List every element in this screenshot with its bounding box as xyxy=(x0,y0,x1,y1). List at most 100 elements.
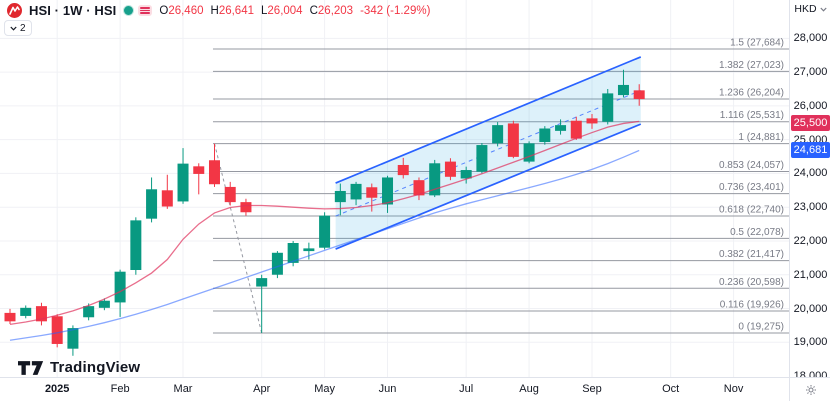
time-axis-label: Sep xyxy=(582,383,602,395)
candle xyxy=(334,183,346,216)
indicators-collapse-button[interactable]: 2 xyxy=(4,20,32,36)
fib-level-label: 0.236 (20,598) xyxy=(719,277,784,288)
time-axis-label: Jun xyxy=(378,383,397,395)
candle xyxy=(146,177,158,223)
indicator-count: 2 xyxy=(20,22,26,34)
axis-corner xyxy=(789,377,830,401)
high-label: H xyxy=(210,4,219,17)
ma-fast-red xyxy=(9,120,640,326)
fib-level-label: 0.5 (22,078) xyxy=(730,227,784,238)
time-axis-label: Nov xyxy=(723,383,744,395)
candle xyxy=(67,325,79,356)
price-axis-label: 19,000 xyxy=(793,336,828,349)
candle xyxy=(633,84,645,106)
candle xyxy=(224,181,236,206)
open-label: O xyxy=(159,4,169,17)
candle xyxy=(240,198,252,216)
candle xyxy=(444,158,456,181)
candle xyxy=(83,303,95,321)
channel-top-border[interactable] xyxy=(335,56,642,184)
gear-icon[interactable] xyxy=(805,384,817,396)
chevron-down-icon xyxy=(819,7,827,12)
candle xyxy=(570,116,582,140)
symbol-header: HSI · 1W · HSI O 26,460 H 26,641 L 26,004 C 26,… xyxy=(7,3,430,18)
price-badge: 24,681 xyxy=(791,142,830,159)
trend-channel-fill xyxy=(335,56,641,250)
candle xyxy=(413,177,425,201)
fib-level-label: 0.853 (24,057) xyxy=(719,160,784,171)
fib-level-label: 1.236 (26,204) xyxy=(719,87,784,98)
change-value: -342 (-1.29%) xyxy=(360,4,431,17)
chart-canvas[interactable]: 1.5 (27,684) 1.382 (27,023) 1.236 (26,204)… xyxy=(0,0,789,377)
candle xyxy=(366,183,378,212)
chevron-down-icon xyxy=(10,26,17,31)
time-axis-label: May xyxy=(314,383,335,395)
fib-level-label: 1.116 (25,531) xyxy=(720,110,784,121)
price-axis-label: 24,000 xyxy=(793,167,828,180)
candle xyxy=(193,163,205,195)
fib-tool-icon[interactable] xyxy=(138,5,153,16)
currency-selector[interactable]: HKD xyxy=(790,3,830,15)
candle xyxy=(492,122,504,147)
candle xyxy=(98,298,110,311)
hangseng-mark-icon xyxy=(9,6,20,15)
fib-baseline-dashed xyxy=(214,143,263,334)
time-axis-label: Mar xyxy=(173,383,193,395)
fib-level-label: 1.5 (27,684) xyxy=(730,38,784,49)
candle xyxy=(319,212,331,250)
price-axis[interactable]: HKD 18,00019,00020,00021,00022,00023,000… xyxy=(789,0,830,382)
candle xyxy=(20,305,32,319)
close-label: C xyxy=(309,4,318,17)
tradingview-mark-icon xyxy=(18,360,44,375)
candle xyxy=(586,113,598,129)
time-axis-label: Feb xyxy=(110,383,130,395)
ma-indicator-icon[interactable] xyxy=(123,5,135,16)
candle xyxy=(177,148,189,204)
candle xyxy=(539,126,551,145)
candle xyxy=(617,69,629,98)
low-label: L xyxy=(261,4,268,17)
candle xyxy=(130,217,142,275)
price-axis-label: 27,000 xyxy=(793,66,828,79)
tradingview-wordmark: TradingView xyxy=(50,359,141,376)
fib-level-label: 0.736 (23,401) xyxy=(719,182,784,193)
candle xyxy=(287,240,299,267)
time-axis-label: Jul xyxy=(459,383,474,395)
candle xyxy=(460,166,472,184)
price-axis-label: 22,000 xyxy=(793,234,828,247)
price-axis-label: 28,000 xyxy=(793,32,828,45)
candle xyxy=(271,251,283,279)
currency-label: HKD xyxy=(794,3,817,15)
channel-midline xyxy=(335,90,641,217)
candle xyxy=(397,157,409,179)
fib-level-label: 1 (24,881) xyxy=(738,132,784,143)
ma-slow-blue xyxy=(9,149,640,341)
symbol-title[interactable]: HSI · 1W · HSI xyxy=(29,3,117,18)
fib-level-label: 0 (19,275) xyxy=(738,321,784,332)
tradingview-logo[interactable]: TradingView xyxy=(18,359,140,376)
time-axis-label: Oct xyxy=(662,383,680,395)
open-value: 26,460 xyxy=(168,4,204,17)
price-axis-label: 26,000 xyxy=(793,99,828,112)
fib-level-label: 1.382 (27,023) xyxy=(719,60,784,71)
time-axis-label: Aug xyxy=(519,383,539,395)
candle xyxy=(507,120,519,159)
candle xyxy=(303,242,315,260)
price-axis-label: 23,000 xyxy=(793,201,828,214)
fib-level-label: 0.618 (22,740) xyxy=(719,204,784,215)
time-axis[interactable]: 2025 Feb Mar Apr May Jun Jul Aug Sep Oct Nov xyxy=(0,377,789,401)
candle xyxy=(161,174,173,209)
candle xyxy=(523,141,535,164)
candle xyxy=(256,274,268,333)
channel-bottom-border[interactable] xyxy=(335,123,642,250)
candle xyxy=(350,181,362,206)
time-axis-label: Apr xyxy=(253,383,271,395)
high-value: 26,641 xyxy=(218,4,254,17)
candle xyxy=(4,308,16,325)
candle xyxy=(208,143,220,187)
fib-level-label: 0.116 (19,926) xyxy=(720,299,784,310)
time-axis-label: 2025 xyxy=(44,383,70,395)
candle xyxy=(429,159,441,198)
candle xyxy=(602,88,614,125)
candle xyxy=(555,119,567,135)
